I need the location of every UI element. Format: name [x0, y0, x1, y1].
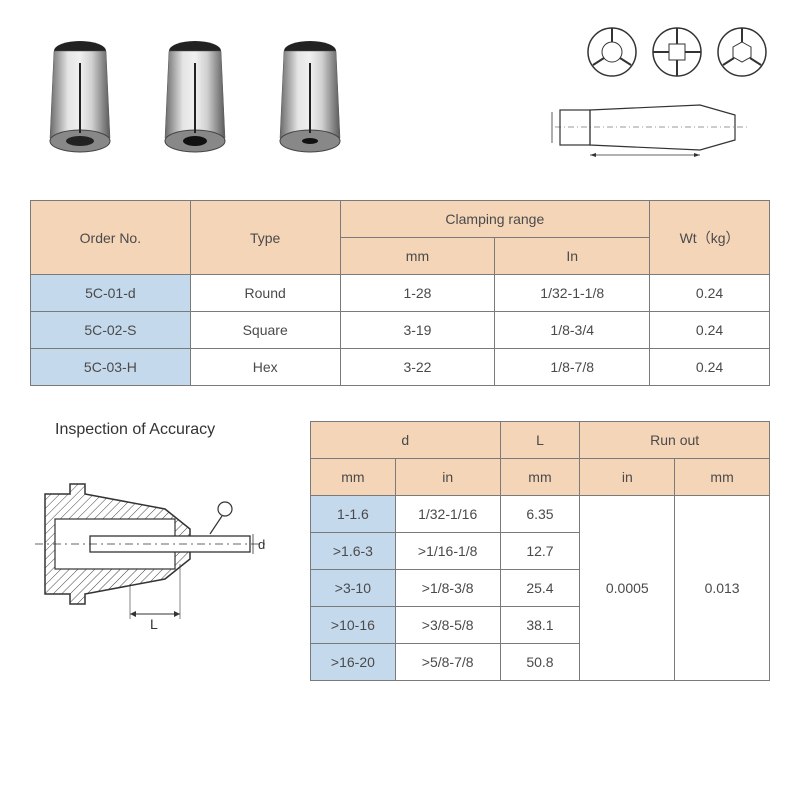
header-orderno: Order No.	[31, 201, 191, 275]
collet-1-icon	[30, 33, 130, 163]
technical-diagrams	[540, 25, 770, 170]
header-wt: Wt（kg）	[650, 201, 770, 275]
face-diagram-1-icon	[585, 25, 640, 80]
header-d: d	[311, 422, 501, 459]
accuracy-section: Inspection of Accuracy d	[30, 421, 770, 681]
accuracy-table: d L Run out mm in mm in mm 1-1.6 1/32-1/…	[310, 421, 770, 681]
collet-images	[30, 33, 360, 163]
accuracy-title: Inspection of Accuracy	[55, 421, 285, 439]
collet-2-icon	[145, 33, 245, 163]
svg-text:L: L	[150, 616, 158, 632]
accuracy-diagram-icon: d L	[30, 464, 285, 634]
header-L: L	[500, 422, 580, 459]
top-section	[30, 20, 770, 175]
table-row: 5C-03-H Hex 3-22 1/8-7/8 0.24	[31, 349, 770, 386]
side-diagram-icon	[550, 90, 770, 165]
header-clamping: Clamping range	[340, 201, 650, 238]
collet-3-icon	[260, 33, 360, 163]
table-row: 5C-01-d Round 1-28 1/32-1-1/8 0.24	[31, 275, 770, 312]
face-diagram-3-icon	[715, 25, 770, 80]
face-diagram-2-icon	[650, 25, 705, 80]
header-cr-in: In	[495, 238, 650, 275]
table-row: 5C-02-S Square 3-19 1/8-3/4 0.24	[31, 312, 770, 349]
header-type: Type	[190, 201, 340, 275]
header-cr-mm: mm	[340, 238, 495, 275]
svg-text:d: d	[258, 537, 265, 552]
spec-table: Order No. Type Clamping range Wt（kg） mm …	[30, 200, 770, 386]
table-row: 1-1.6 1/32-1/16 6.35 0.0005 0.013	[311, 496, 770, 533]
header-runout: Run out	[580, 422, 770, 459]
